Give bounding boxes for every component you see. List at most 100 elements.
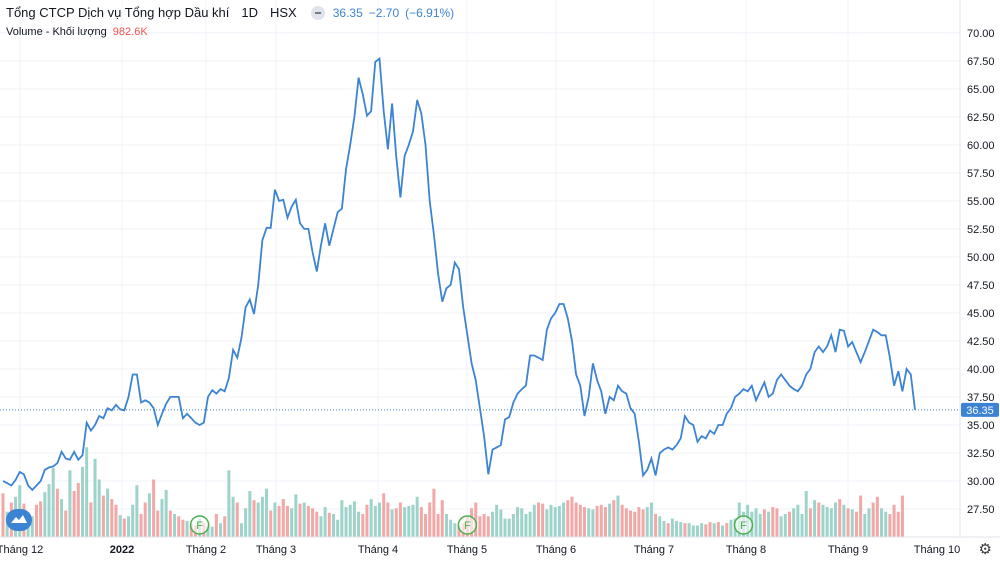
dividend-event-icon[interactable] xyxy=(457,515,478,535)
volume-bar xyxy=(700,523,704,537)
volume-bar xyxy=(93,458,97,537)
volume-bar xyxy=(850,509,854,537)
volume-bar xyxy=(888,514,892,537)
collapse-legend-icon[interactable] xyxy=(310,5,325,20)
volume-bar xyxy=(143,502,147,537)
volume-bar xyxy=(821,504,825,537)
volume-bar xyxy=(290,508,294,537)
volume-bar xyxy=(39,501,43,537)
volume-bar xyxy=(704,524,708,537)
volume-bar xyxy=(691,525,695,537)
price-tick-label: 45.00 xyxy=(967,308,995,320)
volume-bar xyxy=(482,514,486,537)
volume-bar xyxy=(721,525,725,537)
volume-bar xyxy=(139,514,143,537)
volume-bar xyxy=(829,508,833,537)
volume-bar xyxy=(478,516,482,537)
volume-title: Volume - Khối lượng xyxy=(6,26,107,38)
price-tick-label: 67.50 xyxy=(967,56,995,68)
volume-bar xyxy=(578,504,582,537)
time-axis[interactable]: Tháng 12 2022 Tháng 2 Tháng 3 Tháng 4 Tháng 5… xyxy=(0,544,960,556)
gear-icon[interactable]: ⚙ xyxy=(978,541,992,558)
price-tick-label: 37.50 xyxy=(967,392,995,404)
volume-bar xyxy=(762,509,766,537)
volume-bar xyxy=(536,502,540,537)
volume-bar xyxy=(528,511,532,537)
volume-bar xyxy=(160,499,164,537)
time-tick-label: Tháng 9 xyxy=(828,544,868,556)
volume-bar xyxy=(219,523,223,537)
dividend-event-icon[interactable] xyxy=(189,515,210,535)
volume-bar xyxy=(649,502,653,537)
volume-bar xyxy=(729,519,733,537)
volume-bar xyxy=(754,508,758,537)
volume-bar xyxy=(675,520,679,537)
volume-bar xyxy=(457,525,461,537)
volume-bar xyxy=(587,508,591,537)
volume-bar xyxy=(386,502,390,537)
volume-bar xyxy=(767,511,771,537)
volume-bar xyxy=(239,523,243,537)
series-legend[interactable]: Tổng CTCP Dịch vụ Tổng hợp Dầu khí 1D HS… xyxy=(6,5,460,20)
volume-bar xyxy=(156,510,160,537)
volume-bar xyxy=(398,502,402,537)
volume-bar xyxy=(846,508,850,537)
volume-bar xyxy=(712,523,716,537)
price-series-line xyxy=(2,56,916,492)
time-tick-label: Tháng 3 xyxy=(256,544,296,556)
volume-bar xyxy=(779,516,783,537)
price-change: −2.70 xyxy=(368,5,400,20)
tradingview-logo-icon[interactable] xyxy=(6,509,32,531)
volume-bar xyxy=(26,525,30,537)
volume-bar xyxy=(716,522,720,537)
volume-bar xyxy=(637,507,641,537)
volume-bar xyxy=(189,523,193,537)
volume-bar xyxy=(725,523,729,537)
volume-bar xyxy=(382,493,386,537)
volume-legend[interactable]: Volume - Khối lượng 982.6K xyxy=(6,26,148,38)
volume-bar xyxy=(695,525,699,537)
last-price-label: 36.35 xyxy=(961,402,999,417)
volume-bar xyxy=(771,507,775,537)
dividend-event-icon[interactable] xyxy=(733,515,754,535)
volume-bar xyxy=(436,514,440,537)
volume-bar xyxy=(708,522,712,537)
volume-bar xyxy=(880,508,884,537)
volume-bar xyxy=(80,466,84,537)
volume-bar xyxy=(440,500,444,537)
price-tick-label: 62.50 xyxy=(967,112,995,124)
volume-bar xyxy=(235,502,239,537)
volume-bar xyxy=(231,496,235,537)
volume-bar xyxy=(344,507,348,537)
volume-bar xyxy=(507,518,511,537)
price-tick-label: 52.50 xyxy=(967,224,995,236)
volume-bar xyxy=(407,505,411,537)
volume-bar xyxy=(616,495,620,537)
volume-bar xyxy=(612,500,616,537)
volume-bar xyxy=(474,502,478,537)
volume-bar xyxy=(532,504,536,537)
volume-bar xyxy=(444,514,448,537)
volume-bar xyxy=(256,502,260,537)
volume-bar xyxy=(591,509,595,537)
volume-bar xyxy=(687,523,691,537)
volume-bar xyxy=(131,504,135,537)
price-tick-label: 35.00 xyxy=(967,420,995,432)
volume-bar xyxy=(43,492,47,537)
volume-bar xyxy=(495,504,499,537)
volume-bar xyxy=(244,508,248,537)
volume-bar xyxy=(55,488,59,537)
volume-bar xyxy=(114,504,118,537)
time-tick-label: 2022 xyxy=(110,544,134,556)
price-tick-label: 57.50 xyxy=(967,168,995,180)
volume-bar xyxy=(892,504,896,537)
price-axis[interactable]: 70.00 67.50 65.00 62.50 60.00 57.50 55.00 52.50… xyxy=(967,28,995,516)
time-tick-label: Tháng 4 xyxy=(358,544,398,556)
volume-bar xyxy=(394,508,398,537)
volume-bar xyxy=(135,485,139,537)
volume-bar xyxy=(549,504,553,537)
volume-bar xyxy=(411,504,415,537)
volume-bar xyxy=(365,504,369,537)
price-change-percent: (−6.91%) xyxy=(405,5,455,20)
